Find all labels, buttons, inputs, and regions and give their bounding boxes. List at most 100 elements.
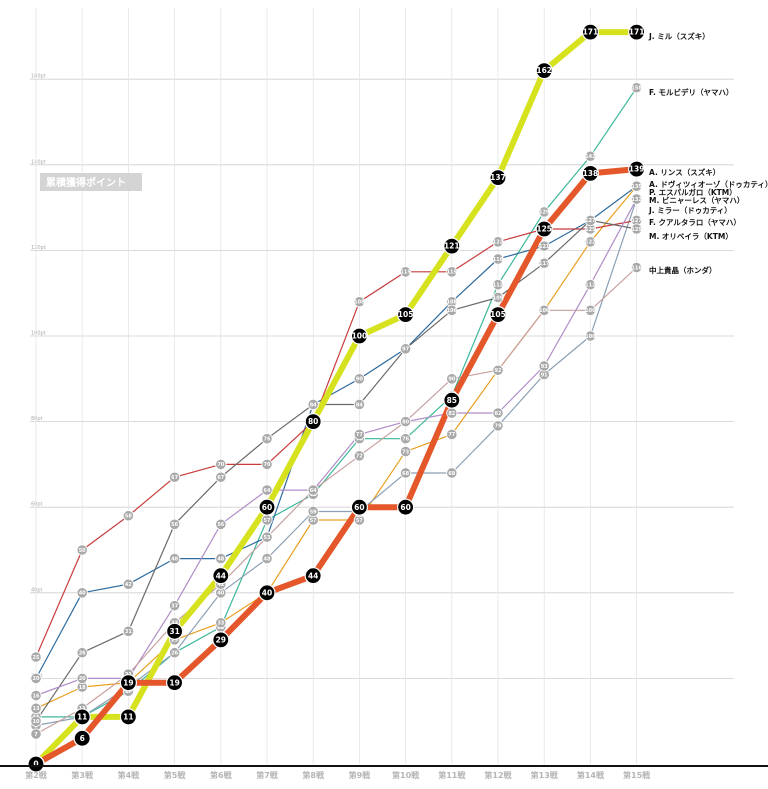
data-point: 60 — [258, 498, 276, 516]
data-point-label: 122 — [585, 240, 596, 246]
data-point-label: 56 — [171, 522, 178, 528]
data-point-label: 64 — [264, 488, 271, 494]
data-point-marker — [76, 544, 88, 556]
data-point-marker — [119, 708, 137, 726]
data-point-marker — [443, 237, 461, 255]
data-point: 67 — [169, 471, 181, 483]
data-point-label: 42 — [217, 582, 224, 588]
data-point-marker — [76, 587, 88, 599]
data-point-label: 135 — [631, 184, 642, 190]
data-point-label: 106 — [447, 308, 458, 314]
data-point: 132 — [630, 193, 642, 205]
data-point-label: 26 — [79, 651, 86, 657]
data-point-marker — [492, 291, 504, 304]
x-tick-label: 第8戦 — [302, 770, 325, 780]
data-point-label: 129 — [539, 210, 550, 216]
chart-title: 累積獲得ポイント — [46, 176, 126, 189]
data-point-label: 33 — [217, 621, 224, 627]
data-point-label: 72 — [356, 454, 363, 460]
data-point: 13 — [30, 702, 42, 714]
data-point-marker — [538, 240, 550, 252]
data-point-label: 56 — [217, 522, 224, 528]
data-point-marker — [446, 304, 458, 316]
data-point-label: 125 — [585, 227, 596, 233]
data-point-label: 105 — [490, 310, 506, 319]
data-point-label: 77 — [448, 432, 455, 438]
data-point: 20 — [30, 672, 42, 685]
data-point-marker — [584, 214, 597, 227]
data-point: 139 — [627, 160, 646, 178]
data-point: 68 — [399, 467, 412, 479]
x-tick-label: 第7戦 — [256, 770, 279, 780]
data-point-marker — [215, 518, 227, 530]
data-point: 122 — [492, 236, 504, 248]
data-point-marker — [492, 407, 504, 419]
data-point-marker — [581, 23, 600, 41]
data-point-label: 60 — [354, 503, 364, 512]
data-point-label: 77 — [356, 432, 363, 438]
data-point-label: 60 — [400, 503, 410, 512]
data-point-marker — [215, 458, 227, 470]
data-point-marker — [584, 236, 597, 248]
data-point-label: 84 — [356, 402, 363, 408]
data-point: 100 — [584, 330, 596, 342]
data-point-marker — [212, 631, 230, 649]
data-point-marker — [399, 445, 412, 458]
y-tick-label: 40pt — [31, 587, 43, 593]
data-point: 29 — [212, 631, 230, 649]
data-point: 60 — [397, 498, 415, 516]
grid-layer: 20pt40pt60pt80pt100pt120pt140pt160pt180p… — [30, 8, 734, 764]
data-point-label: 37 — [171, 603, 178, 609]
data-point-marker — [538, 304, 550, 316]
data-point-marker — [73, 729, 91, 747]
data-point-marker — [399, 266, 412, 278]
data-point-label: 97 — [402, 347, 409, 353]
data-point-label: 90 — [356, 377, 363, 383]
y-tick-label: 140pt — [31, 159, 46, 165]
data-point-label: 93 — [541, 364, 548, 370]
legend-entry: A. リンス（スズキ） — [649, 167, 720, 177]
data-point: 115 — [399, 266, 412, 278]
data-point: 64 — [261, 484, 273, 496]
data-point-label: 139 — [629, 165, 645, 174]
data-point: 64 — [307, 484, 319, 496]
data-point-marker — [492, 279, 504, 291]
data-point-label: 82 — [495, 411, 502, 417]
data-point-marker — [350, 327, 368, 345]
data-point: 31 — [122, 625, 134, 637]
data-point-label: 40 — [262, 588, 272, 597]
data-point-marker — [630, 223, 643, 235]
data-point-label: 53 — [264, 535, 271, 541]
data-point-marker — [446, 266, 458, 278]
data-point-label: 76 — [402, 437, 409, 443]
x-tick-label: 第11戦 — [438, 770, 466, 780]
data-point: 77 — [446, 428, 458, 441]
data-point-marker — [581, 164, 600, 182]
data-point-label: 57 — [310, 518, 317, 524]
series-line — [35, 219, 638, 658]
data-point-label: 125 — [631, 227, 642, 233]
data-point-label: 117 — [539, 261, 550, 267]
data-point-label: 13 — [33, 706, 40, 712]
data-point-label: 7 — [34, 732, 38, 738]
data-point-marker — [212, 567, 230, 585]
data-point-label: 158 — [631, 86, 642, 92]
data-point: 80 — [304, 413, 322, 431]
data-point-label: 112 — [493, 282, 504, 288]
data-point-label: 10 — [33, 719, 40, 725]
data-point: 57 — [353, 514, 365, 526]
x-tick-label: 第4戦 — [118, 770, 141, 780]
legend-entry: F. クアルタラロ（ヤマハ） — [649, 217, 741, 227]
data-point-label: 105 — [398, 310, 414, 319]
data-point: 105 — [397, 306, 415, 324]
data-point: 80 — [399, 415, 412, 428]
data-point-label: 29 — [171, 638, 178, 644]
data-point-marker — [399, 343, 412, 355]
data-point-label: 132 — [631, 197, 642, 203]
data-point: 158 — [630, 82, 642, 94]
y-tick-label: 100pt — [31, 331, 46, 337]
series-line — [35, 266, 638, 735]
data-point-label: 127 — [585, 218, 596, 224]
data-point-marker — [169, 600, 181, 612]
data-point: 84 — [307, 398, 319, 411]
